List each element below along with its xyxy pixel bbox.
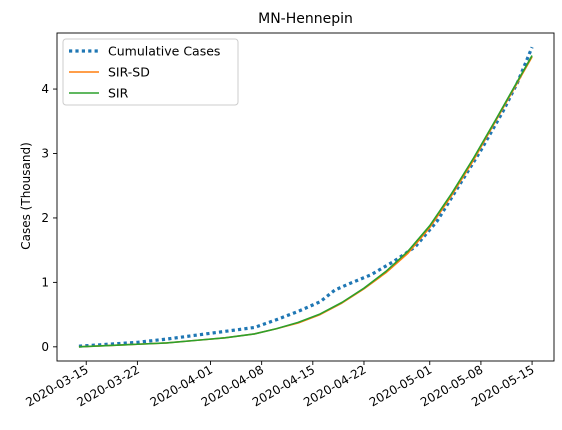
y-tick-label: 4 bbox=[41, 82, 49, 96]
y-tick-label: 1 bbox=[41, 275, 49, 289]
legend-box bbox=[62, 38, 239, 106]
y-axis: 0 1 2 3 4 bbox=[41, 82, 57, 354]
y-axis-label: Cases (Thousand) bbox=[19, 142, 33, 250]
axes-frame bbox=[56, 32, 555, 362]
y-tick-label: 0 bbox=[41, 340, 49, 354]
legend-label: SIR bbox=[108, 86, 129, 101]
legend: Cumulative Cases SIR-SD SIR bbox=[62, 38, 239, 106]
y-tick-label: 3 bbox=[41, 147, 49, 161]
y-tick-label: 2 bbox=[41, 211, 49, 225]
legend-label: Cumulative Cases bbox=[108, 44, 220, 59]
series-line-cumulative-cases bbox=[78, 46, 534, 348]
plot-area bbox=[56, 32, 555, 362]
chart-title: MN-Hennepin bbox=[258, 11, 353, 27]
legend-label: SIR-SD bbox=[108, 65, 150, 80]
series-line-sir bbox=[78, 55, 533, 348]
